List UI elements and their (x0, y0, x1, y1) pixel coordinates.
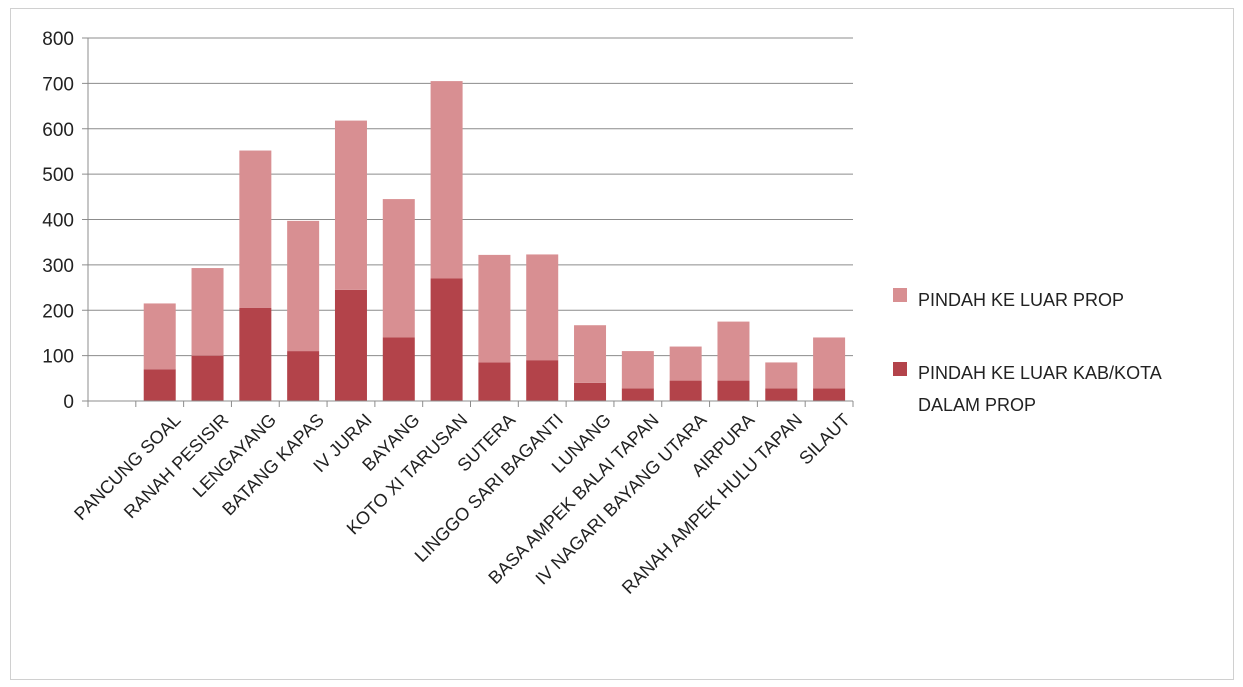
bar-segment-luar-prop (621, 351, 654, 389)
bar-segment-kab-kota (334, 289, 367, 401)
bar-segment-luar-prop (239, 150, 272, 308)
y-tick-label: 500 (42, 165, 74, 186)
legend-label: PINDAH KE LUAR KAB/KOTA (918, 363, 1162, 383)
bar-segment-luar-prop (191, 268, 224, 356)
x-tick-label: SILAUT (795, 410, 854, 469)
y-tick-labels: 0 100 200 300 400 500 600 700 800 (42, 29, 74, 413)
bar-segment-luar-prop (765, 362, 798, 389)
bar-segment-kab-kota (287, 351, 320, 401)
y-tick-label: 0 (63, 392, 74, 413)
bar-segment-kab-kota (382, 337, 415, 401)
bar-segment-luar-prop (430, 81, 463, 279)
bar-segment-kab-kota (717, 380, 750, 401)
legend-label: PINDAH KE LUAR PROP (918, 290, 1124, 310)
legend: PINDAH KE LUAR PROP PINDAH KE LUAR KAB/KO… (893, 288, 1162, 415)
bar-segment-luar-prop (382, 199, 415, 338)
bar-segment-luar-prop (334, 120, 367, 290)
bar-segment-kab-kota (813, 388, 846, 401)
y-tick-label: 200 (42, 301, 74, 322)
bar-segment-luar-prop (478, 254, 511, 363)
legend-label: DALAM PROP (918, 395, 1036, 415)
bar-segment-luar-prop (526, 254, 559, 361)
bar-segment-luar-prop (669, 346, 702, 381)
y-tick-label: 600 (42, 120, 74, 141)
bar-segment-luar-prop (143, 303, 176, 370)
bar-segment-kab-kota (765, 388, 798, 401)
bar-segment-kab-kota (526, 360, 559, 401)
bar-segment-kab-kota (430, 278, 463, 401)
bar-segment-kab-kota (478, 362, 511, 401)
bar-segment-kab-kota (669, 380, 702, 401)
bar-segment-luar-prop (574, 325, 607, 383)
y-tick-label: 300 (42, 256, 74, 277)
bar-segment-luar-prop (287, 220, 320, 352)
y-tick-label: 700 (42, 74, 74, 95)
bar-segment-kab-kota (621, 388, 654, 401)
bar-segment-luar-prop (717, 321, 750, 381)
bars (143, 81, 846, 401)
bar-segment-kab-kota (574, 382, 607, 401)
bar-segment-luar-prop (813, 337, 846, 389)
y-tick-label: 400 (42, 211, 74, 232)
bar-segment-kab-kota (191, 355, 224, 401)
legend-swatch (893, 362, 907, 376)
axes (87, 38, 854, 407)
y-tick-label: 800 (42, 29, 74, 50)
bar-segment-kab-kota (239, 307, 272, 401)
bar-segment-kab-kota (143, 369, 176, 401)
y-tick-label: 100 (42, 347, 74, 368)
x-tick-label: LENGAYANG (189, 410, 280, 501)
legend-swatch (893, 288, 907, 302)
